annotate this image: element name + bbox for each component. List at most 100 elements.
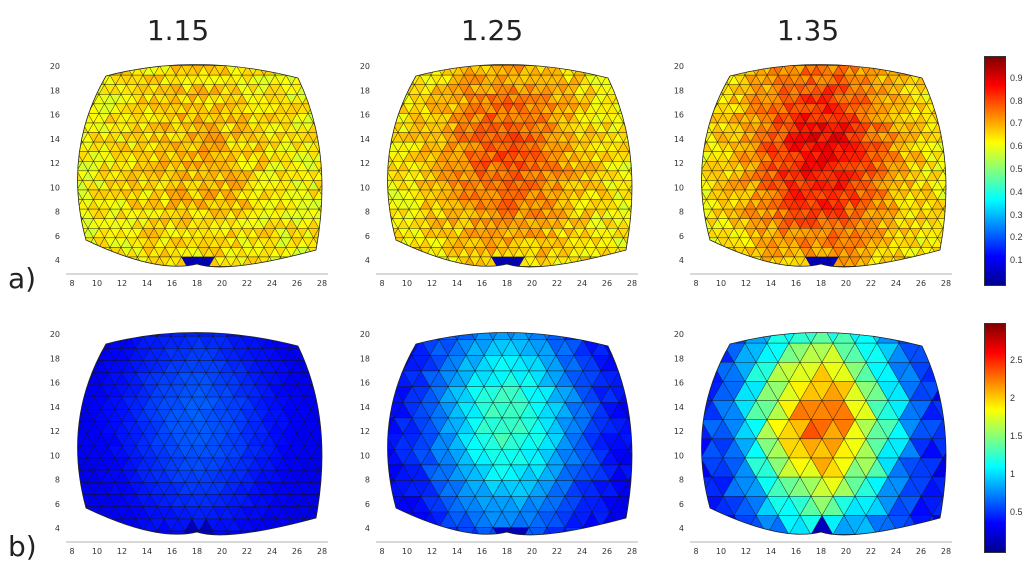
mesh-triangle bbox=[646, 355, 664, 371]
mesh-triangle bbox=[954, 123, 965, 133]
mesh-triangle bbox=[66, 152, 77, 162]
mesh-triangle bbox=[425, 64, 437, 66]
mesh-triangle bbox=[330, 209, 341, 219]
mesh-triangle bbox=[61, 104, 72, 114]
mesh-triangle bbox=[469, 64, 481, 66]
mesh-triangle bbox=[66, 123, 77, 133]
mesh-triangle bbox=[960, 200, 971, 210]
mesh-triangle bbox=[371, 113, 382, 123]
mesh-triangle bbox=[788, 64, 801, 66]
mesh-triangle bbox=[960, 85, 971, 95]
y-tick-label: 14 bbox=[50, 135, 60, 144]
mesh-triangle bbox=[617, 64, 630, 66]
mesh-triangle bbox=[646, 371, 664, 387]
mesh-triangle bbox=[376, 152, 387, 162]
mesh-triangle bbox=[949, 113, 960, 123]
mesh-triangle bbox=[66, 200, 77, 210]
column-title-1: 1.15 bbox=[146, 14, 210, 47]
mesh-triangle bbox=[269, 64, 281, 66]
mesh-triangle bbox=[909, 65, 922, 76]
mesh-triangle bbox=[66, 219, 77, 229]
mesh-triangle bbox=[882, 266, 894, 267]
y-tick-label: 4 bbox=[365, 256, 370, 265]
mesh-triangle bbox=[590, 64, 602, 66]
mesh-triangle bbox=[711, 64, 724, 66]
mesh-outline bbox=[387, 64, 633, 268]
mesh-triangle bbox=[325, 495, 339, 507]
mesh-triangle bbox=[655, 387, 673, 403]
mesh-triangle bbox=[612, 74, 624, 85]
mesh-triangle bbox=[79, 360, 95, 373]
mesh-triangle bbox=[690, 66, 701, 76]
column-title-2: 1.25 bbox=[460, 14, 524, 47]
mesh-triangle bbox=[618, 464, 632, 482]
mesh-triangle bbox=[341, 142, 352, 152]
mesh-triangle bbox=[893, 266, 905, 267]
mesh-triangle bbox=[59, 519, 73, 531]
mesh-triangle bbox=[954, 152, 965, 162]
mesh-triangle bbox=[474, 64, 487, 66]
mesh-triangle bbox=[274, 266, 287, 267]
mesh-triangle bbox=[336, 180, 347, 190]
mesh-triangle bbox=[121, 530, 137, 535]
mesh-triangle bbox=[336, 113, 347, 123]
mesh-triangle bbox=[371, 104, 382, 114]
mesh-triangle bbox=[618, 354, 632, 372]
mesh-triangle bbox=[635, 228, 646, 238]
mesh-triangle bbox=[623, 103, 632, 114]
mesh-triangle bbox=[59, 421, 73, 433]
mesh-triangle bbox=[646, 209, 657, 219]
mesh-triangle bbox=[387, 93, 393, 105]
mesh-triangle bbox=[318, 247, 322, 258]
mesh-triangle bbox=[646, 324, 664, 340]
mesh-triangle bbox=[458, 64, 470, 66]
mesh-triangle bbox=[640, 190, 651, 200]
mesh-triangle bbox=[365, 171, 376, 181]
mesh-triangle bbox=[339, 482, 353, 494]
mesh-triangle bbox=[330, 94, 341, 104]
mesh-triangle bbox=[931, 247, 944, 258]
mesh-triangle bbox=[954, 85, 965, 95]
mesh-triangle bbox=[942, 84, 946, 95]
mesh-triangle bbox=[332, 373, 346, 385]
mesh-triangle bbox=[77, 332, 88, 337]
mesh-triangle bbox=[755, 64, 768, 66]
mesh-triangle bbox=[387, 74, 393, 85]
mesh-triangle bbox=[387, 266, 399, 267]
mesh-triangle bbox=[225, 266, 237, 267]
x-tick-label: 10 bbox=[402, 547, 412, 556]
mesh-triangle bbox=[690, 180, 701, 190]
mesh-triangle bbox=[965, 66, 976, 76]
mesh-triangle bbox=[296, 65, 309, 76]
x-tick-label: 20 bbox=[841, 279, 851, 288]
mesh-triangle bbox=[387, 103, 393, 114]
mesh-triangle bbox=[77, 227, 83, 239]
mesh-triangle bbox=[289, 518, 305, 532]
mesh-triangle bbox=[77, 64, 83, 66]
mesh-triangle bbox=[887, 266, 900, 267]
mesh-triangle bbox=[942, 113, 946, 124]
mesh-triangle bbox=[336, 267, 347, 277]
mesh-triangle bbox=[617, 84, 630, 95]
mesh-triangle bbox=[931, 65, 944, 76]
mesh-triangle bbox=[302, 64, 314, 66]
mesh-triangle bbox=[637, 418, 655, 434]
mesh-triangle bbox=[436, 266, 448, 267]
x-tick-label: 16 bbox=[791, 279, 801, 288]
mesh-triangle bbox=[66, 85, 77, 95]
mesh-triangle bbox=[282, 530, 298, 535]
mesh-triangle bbox=[159, 64, 171, 66]
mesh-triangle bbox=[646, 161, 657, 171]
mesh-triangle bbox=[965, 257, 976, 267]
mesh-triangle bbox=[307, 266, 320, 267]
mesh-triangle bbox=[325, 519, 339, 531]
mesh-triangle bbox=[325, 409, 339, 421]
mesh-triangle bbox=[414, 64, 426, 66]
mesh-triangle bbox=[722, 65, 735, 76]
mesh-triangle bbox=[628, 64, 632, 66]
mesh-triangle bbox=[203, 64, 215, 66]
mesh-triangle bbox=[336, 133, 347, 143]
x-tick-label: 12 bbox=[117, 279, 127, 288]
mesh-triangle bbox=[93, 64, 105, 66]
x-tick-label: 8 bbox=[379, 279, 384, 288]
